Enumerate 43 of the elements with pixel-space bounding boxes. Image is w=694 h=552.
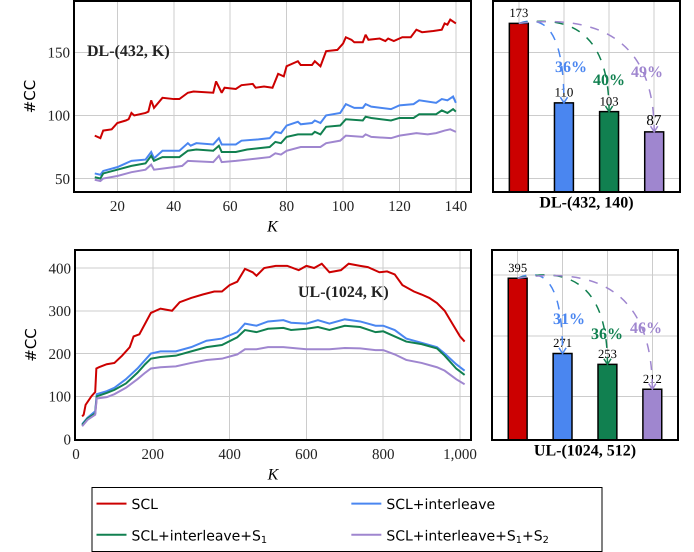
y-axis-title: #CC	[22, 328, 40, 362]
y-axis-title: #CC	[21, 80, 40, 114]
x-tick-label: 200	[142, 447, 164, 464]
annotation: 36%	[591, 326, 623, 343]
legend-label: SCL+interleave	[386, 497, 496, 514]
y-tick-label: 100	[48, 390, 71, 406]
data-label: 87	[646, 112, 662, 129]
y-tick-label: 100	[48, 108, 70, 125]
x-tick-label: 40	[166, 199, 182, 216]
x-tick-label: 140	[444, 199, 468, 216]
y-tick-label: 400	[48, 261, 71, 278]
x-tick-label: 20	[110, 199, 125, 216]
x-tick-label: 800	[372, 447, 394, 464]
x-tick-label: 120	[388, 199, 411, 216]
annotation: DL-(432, K)	[87, 43, 170, 60]
x-tick-label: 80	[279, 199, 294, 216]
legend-label: SCL+interleave+S$_{1}$	[132, 528, 268, 546]
annotation: 46%	[630, 320, 662, 337]
x-tick-label: 400	[218, 447, 241, 464]
y-tick-label: 150	[48, 46, 70, 62]
annotation: 40%	[593, 72, 625, 89]
x-axis-title: K	[266, 466, 280, 484]
x-tick-label: 600	[295, 447, 318, 464]
annotation: 36%	[555, 59, 587, 76]
x-axis-title: K	[266, 218, 280, 236]
x-tick-label: 100	[332, 199, 354, 216]
legend-label: SCL+interleave+S$_{1}$+S$_{2}$	[386, 528, 549, 546]
y-tick-label: 0	[64, 432, 71, 448]
y-tick-label: 200	[48, 346, 71, 363]
x-tick-label: 60	[222, 199, 238, 216]
data-label: 253	[598, 347, 617, 362]
x-tick-label: 1,000	[443, 447, 477, 464]
annotation: 31%	[553, 311, 585, 328]
data-label: 395	[508, 260, 528, 275]
x-axis-title: UL-(1024, 512)	[534, 442, 636, 460]
data-label: 103	[600, 94, 619, 108]
x-axis-title: DL-(432, 140)	[539, 194, 634, 212]
y-tick-label: 300	[48, 304, 71, 320]
y-tick-label: 50	[55, 172, 70, 188]
data-label: 173	[509, 6, 528, 20]
legend-label: SCL	[132, 497, 158, 514]
annotation: 49%	[631, 64, 663, 81]
annotation: UL-(1024, K)	[298, 284, 389, 301]
